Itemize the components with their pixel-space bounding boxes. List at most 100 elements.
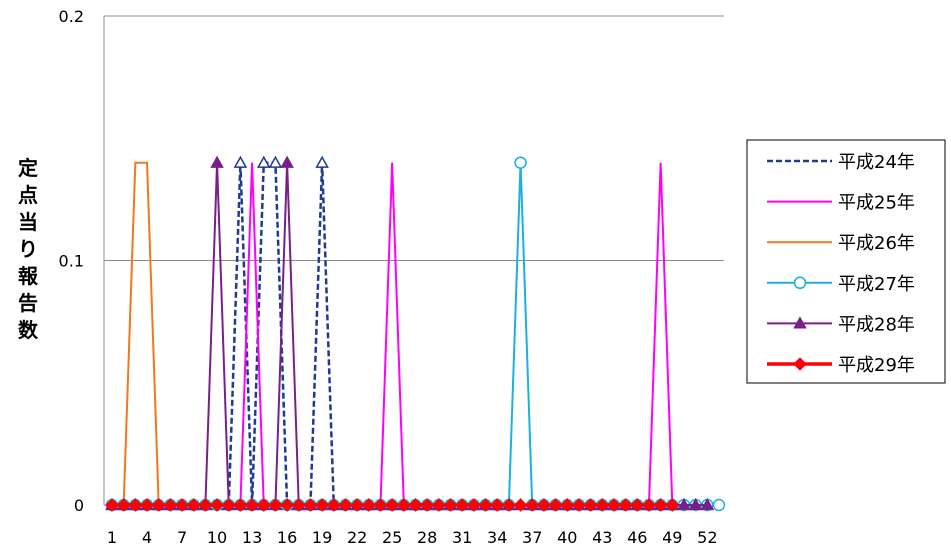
y-axis-label-char: 数 (18, 318, 39, 342)
data-point (793, 316, 807, 329)
data-point (560, 498, 574, 512)
data-point (525, 498, 539, 512)
data-point (175, 498, 189, 512)
data-point (385, 498, 399, 512)
legend-label: 平成24年 (838, 152, 915, 173)
data-point (233, 498, 248, 512)
data-point (151, 498, 166, 512)
y-tick-labels: 0 0.1 0.2 (59, 7, 84, 515)
data-point (315, 155, 329, 168)
data-point (572, 498, 586, 512)
x-tick-label: 46 (627, 528, 647, 547)
data-point (373, 498, 388, 512)
x-tick-label: 1 (107, 528, 117, 547)
data-point (222, 498, 236, 512)
data-point (362, 498, 376, 512)
legend-item: 平成25年 (767, 193, 915, 214)
data-point (292, 498, 306, 512)
data-point (233, 155, 248, 168)
data-point (105, 498, 119, 512)
legend-item: 平成24年 (767, 152, 915, 173)
data-point (455, 498, 469, 512)
data-point (408, 498, 423, 512)
data-point (490, 498, 504, 512)
data-point (793, 357, 807, 371)
data-point (548, 498, 563, 512)
y-axis-label-char: 点 (18, 183, 38, 207)
series-line (112, 162, 708, 506)
data-point (420, 498, 434, 512)
y-axis-label-char: 定 (18, 156, 38, 180)
y-axis-label-char: 報 (18, 264, 39, 288)
y-tick-label: 0.2 (59, 7, 84, 26)
data-point (303, 498, 318, 512)
data-point (257, 498, 271, 512)
data-point (268, 498, 283, 512)
data-point (338, 498, 353, 512)
data-point (432, 498, 446, 512)
legend-label: 平成26年 (838, 233, 915, 254)
data-point (315, 498, 329, 512)
series-line (112, 162, 719, 506)
data-point (595, 498, 609, 512)
legend-item: 平成29年 (767, 355, 915, 376)
data-point (163, 498, 178, 512)
data-point (116, 498, 131, 512)
y-axis-label-char: 当 (18, 210, 38, 234)
y-axis-label-char: り (18, 237, 38, 261)
series-2 (112, 162, 708, 506)
x-tick-label: 31 (452, 528, 472, 547)
data-point (210, 155, 224, 168)
data-point (514, 156, 527, 169)
data-point (712, 498, 726, 512)
series-line (112, 161, 708, 507)
x-tick-label: 40 (557, 528, 577, 547)
data-point (268, 155, 283, 168)
series-3 (112, 161, 708, 506)
y-tick-label: 0 (74, 496, 84, 515)
data-point (618, 498, 633, 512)
data-point (665, 498, 680, 512)
y-axis-label-char: 告 (18, 291, 38, 315)
data-point (187, 498, 201, 512)
gridlines (104, 15, 724, 261)
legend-box (746, 139, 946, 384)
data-point (128, 498, 143, 512)
data-point (478, 498, 493, 512)
legend-label: 平成28年 (838, 314, 915, 335)
x-tick-label: 34 (487, 528, 507, 547)
x-tick-label: 19 (312, 528, 332, 547)
data-point (630, 498, 644, 512)
data-point (256, 155, 271, 168)
x-tick-label: 52 (697, 528, 717, 547)
x-tick-labels: 1 4 7 10 13 16 19 22 25 28 31 34 37 40 43 46 49 52 (107, 528, 718, 547)
data-point (700, 497, 715, 511)
legend-item: 平成27年 (767, 274, 915, 295)
data-point (327, 498, 341, 512)
data-point (140, 498, 154, 512)
data-point (583, 498, 598, 512)
data-point (443, 498, 458, 512)
series-1 (105, 155, 715, 511)
legend-label: 平成29年 (838, 355, 915, 376)
data-point (607, 498, 621, 512)
data-point (537, 498, 551, 512)
series-line (112, 161, 708, 506)
data-point (688, 497, 703, 511)
legend-item: 平成26年 (767, 233, 915, 254)
series-6 (105, 498, 680, 512)
x-tick-label: 22 (347, 528, 367, 547)
x-tick-label: 43 (592, 528, 612, 547)
x-tick-label: 25 (382, 528, 402, 547)
x-tick-label: 28 (417, 528, 437, 547)
series-line (112, 162, 708, 506)
data-point (280, 498, 294, 512)
data-point (397, 498, 411, 512)
series-4 (105, 156, 726, 512)
data-point (677, 497, 691, 511)
x-tick-label: 16 (277, 528, 297, 547)
data-point (198, 498, 213, 512)
x-tick-label: 10 (207, 528, 227, 547)
